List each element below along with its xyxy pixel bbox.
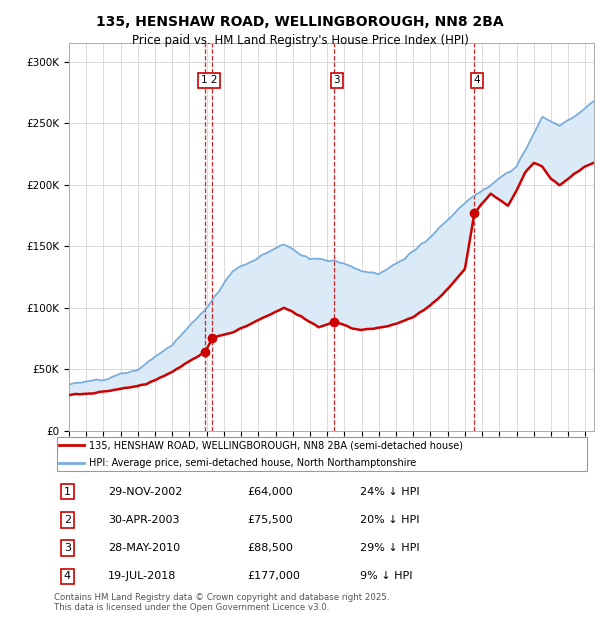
Text: 4: 4	[473, 75, 480, 86]
Text: 28-MAY-2010: 28-MAY-2010	[108, 543, 180, 553]
Text: 1 2: 1 2	[200, 75, 217, 86]
Text: 20% ↓ HPI: 20% ↓ HPI	[360, 515, 419, 525]
Text: Price paid vs. HM Land Registry's House Price Index (HPI): Price paid vs. HM Land Registry's House …	[131, 34, 469, 47]
Text: 3: 3	[334, 75, 340, 86]
Text: HPI: Average price, semi-detached house, North Northamptonshire: HPI: Average price, semi-detached house,…	[89, 458, 416, 468]
Text: 29-NOV-2002: 29-NOV-2002	[108, 487, 182, 497]
Text: 9% ↓ HPI: 9% ↓ HPI	[360, 571, 413, 582]
Text: 24% ↓ HPI: 24% ↓ HPI	[360, 487, 420, 497]
Text: 1: 1	[64, 487, 71, 497]
Text: 2: 2	[64, 515, 71, 525]
Text: £177,000: £177,000	[247, 571, 300, 582]
Text: 135, HENSHAW ROAD, WELLINGBOROUGH, NN8 2BA (semi-detached house): 135, HENSHAW ROAD, WELLINGBOROUGH, NN8 2…	[89, 440, 463, 450]
Point	[56, 459, 63, 467]
Text: £75,500: £75,500	[247, 515, 293, 525]
Text: £64,000: £64,000	[247, 487, 293, 497]
Point	[56, 441, 63, 449]
Text: Contains HM Land Registry data © Crown copyright and database right 2025.
This d: Contains HM Land Registry data © Crown c…	[54, 593, 389, 612]
Text: 29% ↓ HPI: 29% ↓ HPI	[360, 543, 420, 553]
Text: 30-APR-2003: 30-APR-2003	[108, 515, 179, 525]
Text: 135, HENSHAW ROAD, WELLINGBOROUGH, NN8 2BA: 135, HENSHAW ROAD, WELLINGBOROUGH, NN8 2…	[96, 16, 504, 30]
FancyBboxPatch shape	[56, 436, 587, 471]
Text: £88,500: £88,500	[247, 543, 293, 553]
Text: 19-JUL-2018: 19-JUL-2018	[108, 571, 176, 582]
Text: 4: 4	[64, 571, 71, 582]
Point	[80, 441, 87, 449]
Point	[80, 459, 87, 467]
Text: 3: 3	[64, 543, 71, 553]
